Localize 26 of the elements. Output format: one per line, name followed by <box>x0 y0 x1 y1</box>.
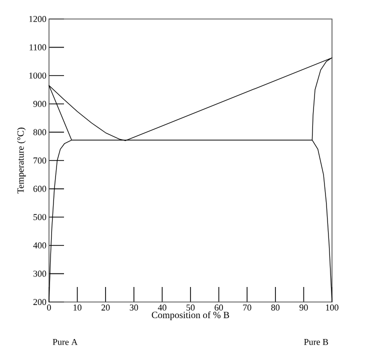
y-tick-label: 700 <box>34 157 46 164</box>
y-tick-label: 300 <box>33 270 46 277</box>
text: Pure B <box>304 339 328 345</box>
y-tick-label: 400 <box>33 242 46 248</box>
x-tick-label: 50 <box>186 304 195 311</box>
y-tick-label: 900 <box>33 100 46 107</box>
y-tick-label: 1200 <box>29 16 46 22</box>
y-tick-label: 500 <box>34 214 46 220</box>
x-tick-label: 90 <box>300 304 308 311</box>
y-axis-title: Temperature (°C) <box>17 128 26 194</box>
x-tick-label: 60 <box>214 304 223 311</box>
y-tick-label: 600 <box>33 186 46 192</box>
x-tick-label: 10 <box>74 304 82 311</box>
x-tick-label: 0 <box>47 304 51 311</box>
y-tick-label: 200 <box>33 298 46 306</box>
x-tick-label: 80 <box>271 304 280 311</box>
x-tick-label: 30 <box>130 304 138 311</box>
x-tick-label: 70 <box>243 304 252 311</box>
y-tick-label: 800 <box>33 129 46 136</box>
y-tick-label: 1000 <box>29 72 46 79</box>
text: Pure A <box>52 338 78 346</box>
y-tick-label: 1100 <box>30 44 46 50</box>
x-tick-label: 40 <box>158 304 166 311</box>
x-tick-label: 100 <box>326 304 338 311</box>
x-axis-title: Composition of % B <box>152 311 230 320</box>
x-tick-label: 20 <box>102 304 110 311</box>
